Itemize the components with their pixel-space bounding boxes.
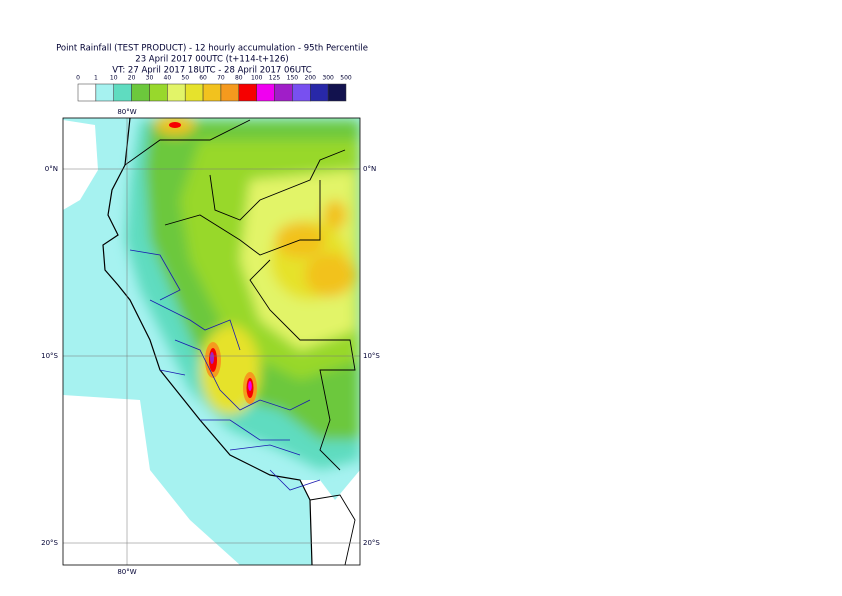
colorbar-label: 60 bbox=[199, 75, 207, 82]
colorbar-label: 0 bbox=[76, 75, 80, 82]
validity: VT: 27 April 2017 18UTC - 28 April 2017 … bbox=[112, 66, 311, 76]
colorbar-box bbox=[131, 83, 150, 102]
subtitle: 23 April 2017 00UTC (t+114-t+126) bbox=[135, 55, 288, 65]
colorbar-label: 40 bbox=[164, 75, 172, 82]
colorbar-label: 30 bbox=[146, 75, 154, 82]
colorbar-label: 300 bbox=[322, 75, 334, 82]
colorbar-box bbox=[274, 83, 293, 102]
colorbar-label: 10 bbox=[110, 75, 118, 82]
colorbar-box bbox=[327, 83, 347, 102]
colorbar-label: 20 bbox=[128, 75, 136, 82]
lat-label: 20°S bbox=[363, 539, 380, 547]
colorbar-label: 1 bbox=[94, 75, 98, 82]
lat-label: 10°S bbox=[41, 352, 58, 360]
colorbar-label: 50 bbox=[181, 75, 189, 82]
colorbar-box bbox=[256, 83, 275, 102]
colorbar-box bbox=[77, 83, 97, 102]
map bbox=[63, 118, 360, 565]
colorbar-label: 80 bbox=[235, 75, 243, 82]
colorbar-box bbox=[292, 83, 311, 102]
title: Point Rainfall (TEST PRODUCT) - 12 hourl… bbox=[56, 44, 368, 54]
colorbar-box bbox=[238, 83, 257, 102]
colorbar-box bbox=[310, 83, 329, 102]
colorbar-box bbox=[149, 83, 168, 102]
colorbar-label: 70 bbox=[217, 75, 225, 82]
lat-label: 0°N bbox=[45, 165, 58, 173]
colorbar-box bbox=[95, 83, 114, 102]
colorbar-label: 500 bbox=[340, 75, 352, 82]
colorbar-box bbox=[220, 83, 240, 102]
colorbar-box bbox=[113, 83, 132, 102]
colorbar-box bbox=[167, 83, 186, 102]
colorbar-label: 200 bbox=[305, 75, 317, 82]
colorbar-label: 150 bbox=[287, 75, 299, 82]
colorbar-label: 125 bbox=[269, 75, 281, 82]
lat-label: 0°N bbox=[363, 165, 376, 173]
lat-label: 10°S bbox=[363, 352, 380, 360]
colorbar-box bbox=[184, 83, 204, 102]
lat-label: 20°S bbox=[41, 539, 58, 547]
colorbar-box bbox=[202, 83, 222, 102]
colorbar-label: 100 bbox=[251, 75, 263, 82]
lon-label: 80°W bbox=[117, 568, 136, 576]
lon-label: 80°W bbox=[117, 108, 136, 116]
